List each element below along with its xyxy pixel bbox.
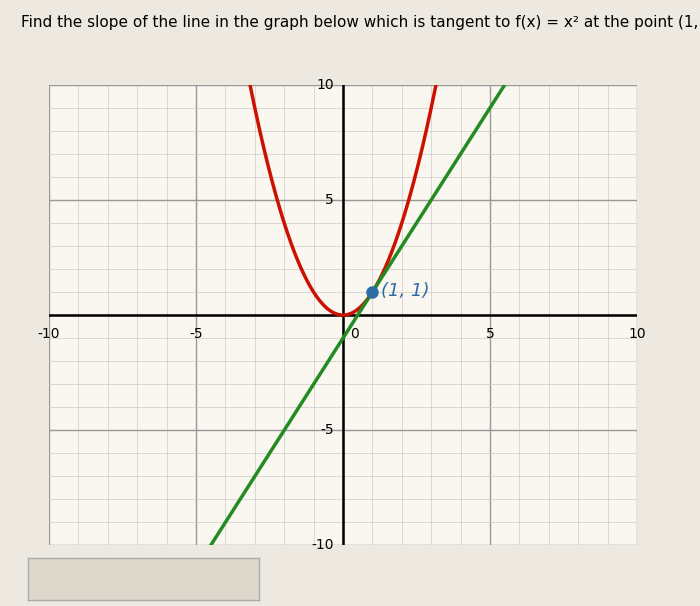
Text: 5: 5 bbox=[486, 327, 494, 341]
Text: -5: -5 bbox=[321, 423, 334, 438]
Text: (1, 1): (1, 1) bbox=[382, 282, 430, 300]
Text: -10: -10 bbox=[312, 538, 334, 553]
Text: 0: 0 bbox=[351, 327, 359, 341]
Text: 10: 10 bbox=[316, 78, 334, 92]
Text: 5: 5 bbox=[326, 193, 334, 207]
Text: -10: -10 bbox=[38, 327, 60, 341]
Text: 10: 10 bbox=[628, 327, 646, 341]
Text: -5: -5 bbox=[189, 327, 203, 341]
Text: Find the slope of the line in the graph below which is tangent to f(x) = x² at t: Find the slope of the line in the graph … bbox=[21, 15, 700, 30]
